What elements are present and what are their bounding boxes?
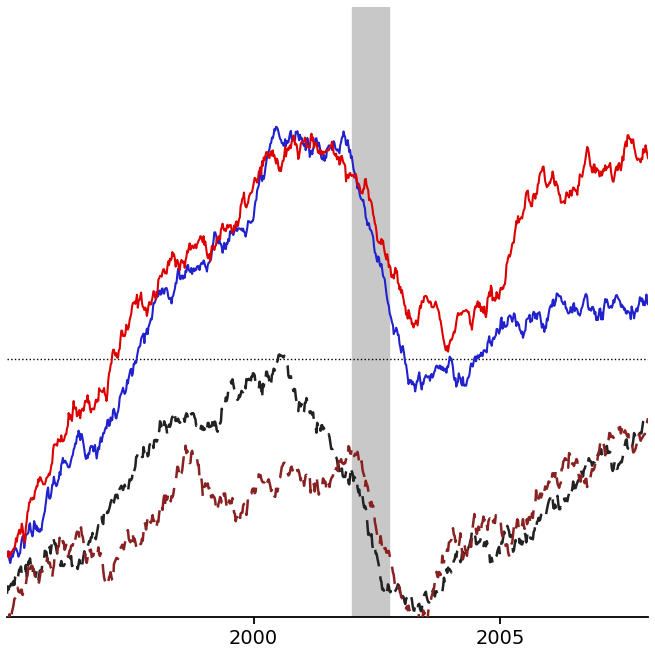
- Bar: [352, 7, 389, 617]
